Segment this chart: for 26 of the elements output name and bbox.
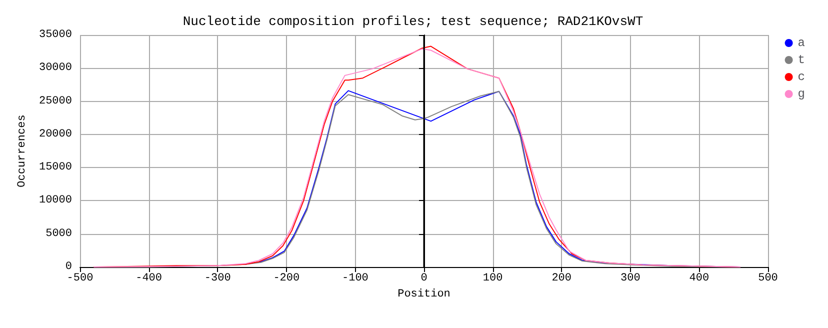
x-axis-title: Position (398, 288, 450, 300)
x-tick-label: -200 (273, 272, 300, 284)
x-tick-label: -400 (136, 272, 162, 284)
x-tick-label: 400 (689, 272, 710, 284)
x-tick-label: 200 (552, 272, 572, 284)
y-tick-label: 5000 (46, 228, 72, 240)
y-tick-label: 35000 (38, 29, 72, 41)
x-tick-label: 100 (482, 272, 503, 284)
y-tick-label: 10000 (38, 194, 72, 207)
x-tick-label: -300 (204, 272, 231, 284)
chart-title: Nucleotide composition profiles; test sequence; RAD21KOvsWT (182, 14, 644, 29)
y-tick-label: 15000 (38, 162, 72, 174)
legend-label: c (798, 70, 805, 84)
y-tick-label: 30000 (38, 62, 72, 74)
y-tick-label: 0 (65, 261, 72, 273)
x-tick-label: 300 (620, 272, 640, 284)
legend-label: a (798, 36, 805, 50)
legend-label: t (798, 53, 805, 67)
y-tick-label: 20000 (38, 128, 72, 140)
x-tick-label: -100 (342, 272, 368, 284)
x-tick-label: -500 (66, 272, 94, 284)
legend-label: g (798, 87, 805, 101)
y-axis-title: Occurrences (16, 114, 29, 188)
x-tick-label: 0 (420, 272, 428, 284)
y-tick-label: 25000 (38, 95, 72, 108)
x-tick-label: 500 (758, 272, 778, 284)
